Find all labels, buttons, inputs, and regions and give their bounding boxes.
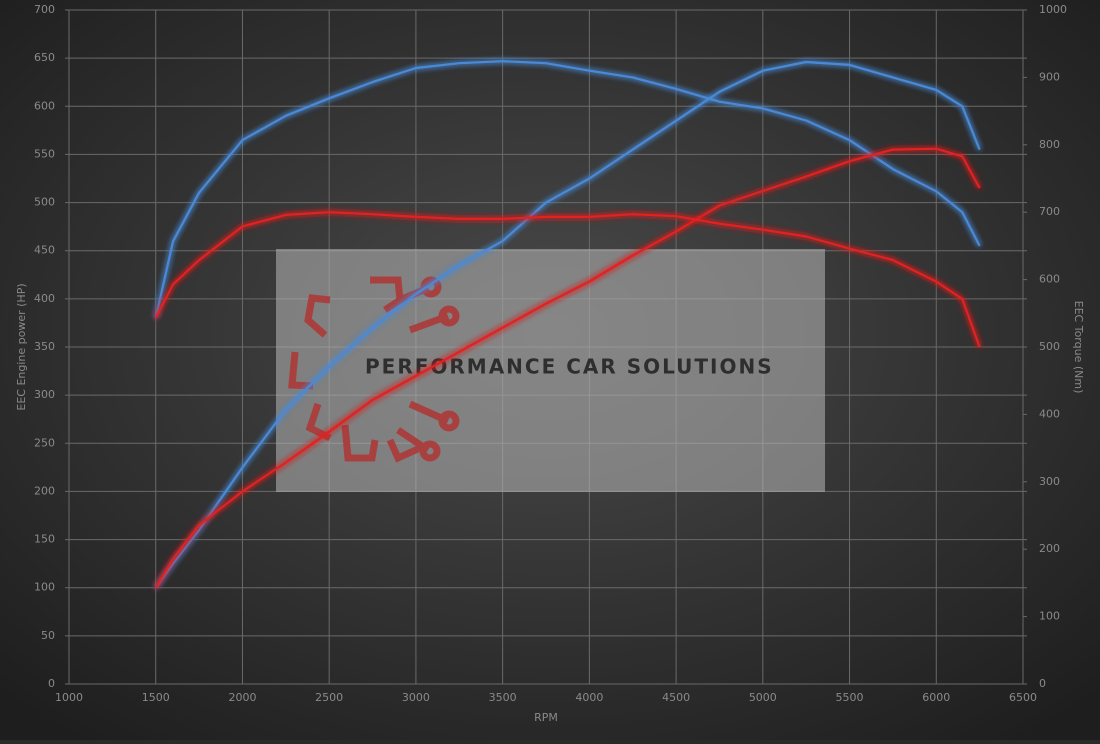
- watermark-box: [276, 249, 825, 492]
- plot: [154, 60, 981, 589]
- y2-tick-label: 800: [1039, 138, 1060, 151]
- y-tick-label: 450: [34, 244, 55, 257]
- y2-tick-label: 300: [1039, 475, 1060, 488]
- y-tick-label: 0: [48, 677, 55, 690]
- y2-tick-label: 0: [1039, 677, 1046, 690]
- x-tick-label: 6500: [1009, 691, 1037, 704]
- y2-tick-label: 700: [1039, 205, 1060, 218]
- y-axis-label: EEC Engine power (HP): [15, 283, 28, 410]
- y-tick-label: 550: [34, 147, 55, 160]
- y-tick-label: 650: [34, 51, 55, 64]
- y-tick-label: 200: [34, 484, 55, 497]
- watermark: PERFORMANCE CAR SOLUTIONS: [276, 249, 825, 492]
- y2-tick-label: 100: [1039, 610, 1060, 623]
- y-tick-label: 300: [34, 388, 55, 401]
- y-tick-label: 50: [41, 629, 55, 642]
- y-tick-label: 500: [34, 196, 55, 209]
- x-tick-label: 6000: [922, 691, 950, 704]
- x-axis-label: RPM: [534, 711, 558, 724]
- y-tick-label: 400: [34, 292, 55, 305]
- series-line: [154, 60, 981, 589]
- y2-tick-label: 900: [1039, 70, 1060, 83]
- x-tick-label: 2000: [228, 691, 256, 704]
- y2-tick-label: 1000: [1039, 3, 1067, 16]
- watermark-text: PERFORMANCE CAR SOLUTIONS: [365, 355, 774, 379]
- y2-tick-label: 400: [1039, 407, 1060, 420]
- y2-tick-label: 200: [1039, 542, 1060, 555]
- y-tick-label: 700: [34, 3, 55, 16]
- y2-tick-label: 500: [1039, 340, 1060, 353]
- series-line: [154, 211, 981, 348]
- x-tick-label: 5500: [836, 691, 864, 704]
- y-tick-label: 350: [34, 340, 55, 353]
- y-tick-label: 150: [34, 533, 55, 546]
- y-tick-label: 250: [34, 436, 55, 449]
- x-tick-label: 5000: [749, 691, 777, 704]
- y-tick-label: 600: [34, 99, 55, 112]
- y2-axis-label: EEC Torque (Nm): [1072, 301, 1085, 394]
- y-tick-label: 100: [34, 581, 55, 594]
- x-tick-label: 3500: [489, 691, 517, 704]
- x-tick-label: 3000: [402, 691, 430, 704]
- logo-gear: [288, 276, 460, 463]
- x-tick-label: 1500: [142, 691, 170, 704]
- x-tick-label: 4000: [575, 691, 603, 704]
- x-tick-label: 1000: [55, 691, 83, 704]
- series-line: [154, 147, 981, 589]
- y2-tick-label: 600: [1039, 273, 1060, 286]
- x-tick-label: 4500: [662, 691, 690, 704]
- x-tick-label: 2500: [315, 691, 343, 704]
